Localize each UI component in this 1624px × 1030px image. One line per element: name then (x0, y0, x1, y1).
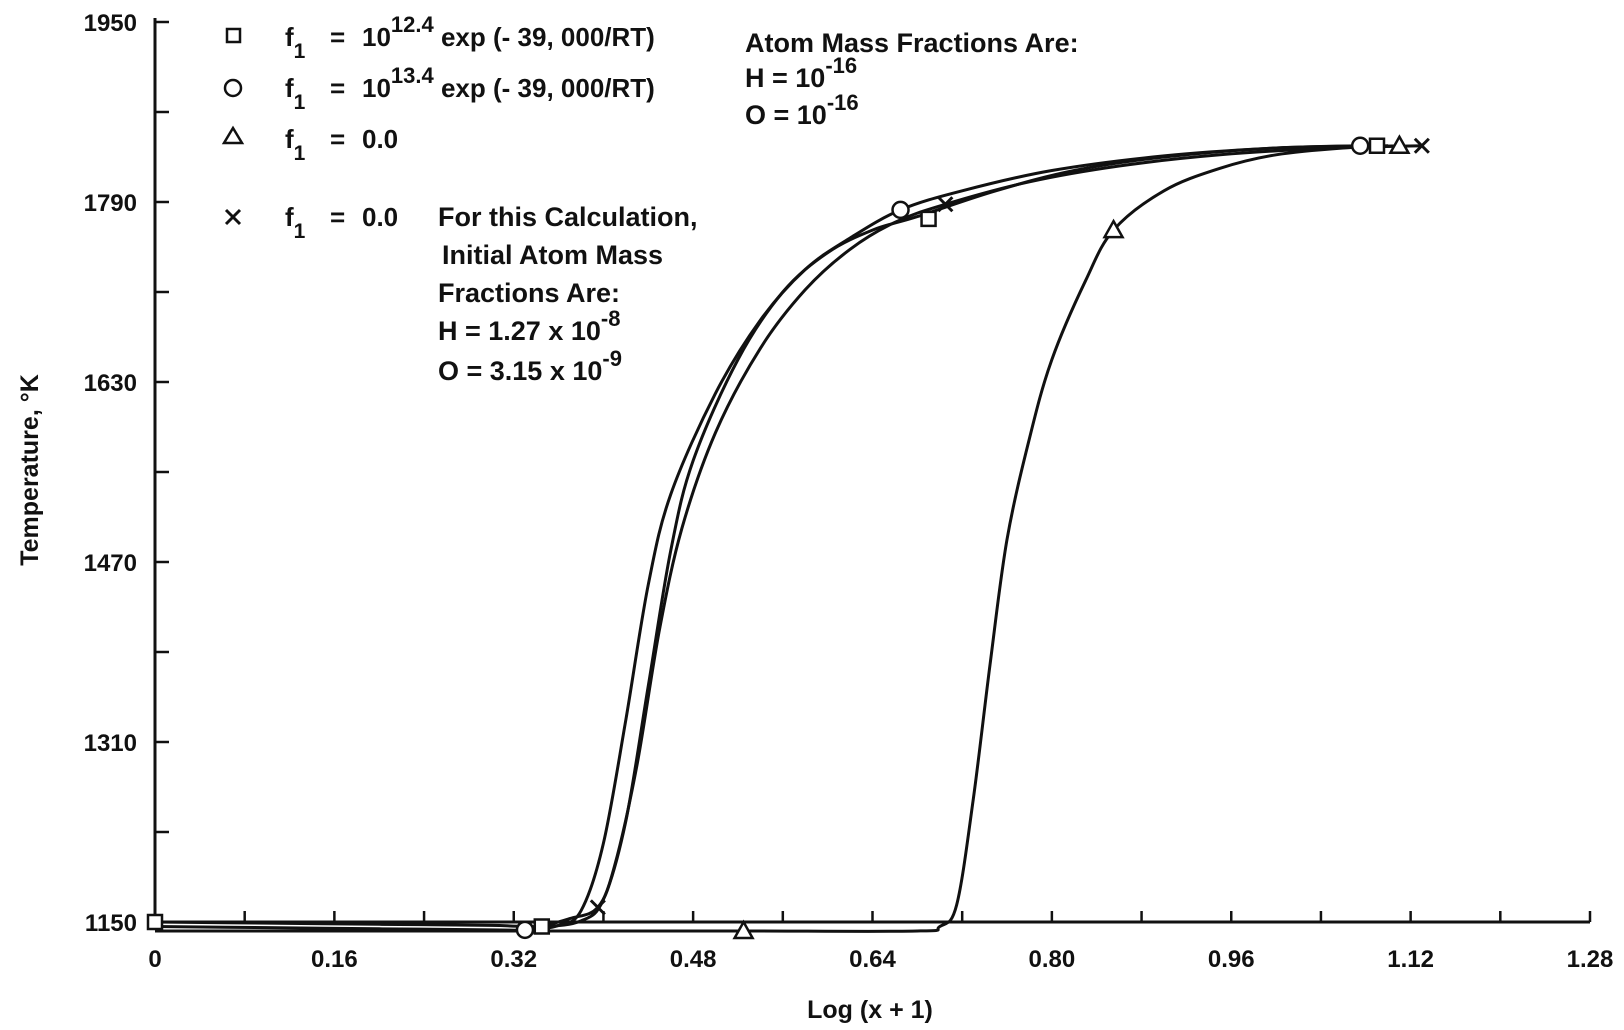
legend-tail: 0.0 (362, 124, 398, 154)
svg-text:f1=0.0: f1 = 0.0 (285, 124, 398, 165)
note-calc-o: O = 3.15 x 10-9 (438, 346, 622, 386)
legend: f1 = 1012.4 exp (- 39, 000/RT) f1 = 1013.4 e… (221, 12, 655, 243)
note-atom-o-exp: -16 (827, 90, 859, 115)
series-line-x (541, 144, 1422, 928)
legend-base: 10 (362, 73, 391, 103)
data-point-x-stroke (1413, 137, 1430, 154)
note-calc-line-3: Fractions Are: (438, 278, 620, 308)
legend-x-marker (224, 208, 242, 226)
note-atom-title: Atom Mass Fractions Are: (745, 28, 1079, 58)
legend-square-marker (225, 27, 242, 44)
data-point-square (146, 913, 164, 931)
note-calc-line-2: Initial Atom Mass (442, 240, 663, 270)
legend-entry-triangle: f1 = 0.0 (221, 124, 398, 165)
legend-sub: 1 (294, 142, 306, 165)
y-tick-label: 1310 (84, 730, 137, 757)
note-atom-h-label: H = 10 (745, 63, 825, 93)
data-point-x (937, 196, 954, 213)
legend-eq: = (330, 22, 345, 52)
legend-prefix: f (285, 124, 294, 154)
note-atom-h-exp: -16 (825, 53, 857, 78)
note-calculation: For this Calculation, Initial Atom Mass … (438, 202, 698, 386)
note-calc-h-label: H = 1.27 x 10 (438, 316, 601, 346)
x-tick-label: 0.64 (849, 946, 896, 973)
series-line-triangle (155, 144, 1400, 933)
note-calc-line-1: For this Calculation, (438, 202, 698, 232)
y-tick-label: 1950 (84, 10, 137, 37)
legend-prefix: f (285, 22, 294, 52)
note-atom-fractions: Atom Mass Fractions Are: H = 10-16 O = 1… (745, 28, 1079, 130)
legend-prefix: f (285, 73, 294, 103)
legend-eq: = (330, 124, 345, 154)
data-point-triangle (1388, 134, 1411, 154)
y-tick-label: 1150 (85, 910, 137, 937)
legend-sub: 1 (294, 40, 306, 63)
y-tick-label: 1790 (84, 190, 137, 217)
note-atom-h: H = 10-16 (745, 53, 857, 93)
data-point-square (533, 918, 551, 935)
legend-entry-square: f1 = 1012.4 exp (- 39, 000/RT) (225, 12, 655, 63)
data-point-x-stroke (937, 196, 954, 213)
y-tick-label: 1630 (84, 370, 137, 397)
legend-entry-circle: f1 = 1013.4 exp (- 39, 000/RT) (223, 63, 655, 114)
note-atom-o-label: O = 10 (745, 100, 827, 130)
note-calc-h-exp: -8 (601, 306, 621, 331)
legend-sub: 1 (294, 220, 306, 243)
data-point-circle (891, 200, 910, 220)
data-point-x (589, 899, 606, 916)
legend-tail: 0.0 (362, 202, 398, 232)
tick-labels: 0 0.16 0.32 0.48 0.64 0.80 0.96 1.12 1.28 1150 131… (84, 10, 1614, 973)
data-point-x-stroke (589, 899, 606, 916)
svg-text:f1=1012.4 exp (- 39, 000/RT): f1 = 1012.4 exp (- 39, 000/RT) (285, 12, 655, 63)
legend-entry-x: f1 = 0.0 (224, 202, 398, 243)
note-calc-o-exp: -9 (602, 346, 622, 371)
data-point-x (1413, 137, 1430, 154)
x-tick-label: 0.80 (1029, 946, 1076, 973)
y-axis-title: Temperature, °K (16, 374, 44, 566)
note-atom-o: O = 10-16 (745, 90, 859, 130)
series-line-square (154, 144, 1389, 929)
svg-text:f1=0.0: f1 = 0.0 (285, 202, 398, 243)
legend-base: 10 (362, 22, 391, 52)
data-point-square (920, 210, 937, 228)
note-calc-h: H = 1.27 x 10-8 (438, 306, 620, 346)
legend-triangle-marker (221, 125, 245, 145)
legend-exp: 12.4 (391, 12, 435, 37)
x-tick-label: 0.48 (670, 946, 717, 973)
data-point-square (1368, 137, 1386, 154)
data-point-circle (1350, 136, 1370, 155)
x-tick-label: 0.16 (311, 946, 358, 973)
x-tick-label: 1.28 (1567, 946, 1614, 973)
legend-prefix: f (285, 202, 294, 232)
markers (146, 134, 1430, 940)
x-axis-title: Log (x + 1) (807, 996, 933, 1024)
curves (154, 144, 1422, 933)
legend-eq: = (330, 202, 345, 232)
legend-sub: 1 (294, 91, 306, 114)
data-point-triangle (732, 919, 755, 940)
x-tick-label: 0.96 (1208, 946, 1255, 973)
x-tick-label: 0 (148, 946, 161, 973)
legend-eq: = (330, 73, 345, 103)
note-calc-o-label: O = 3.15 x 10 (438, 356, 602, 386)
data-point-circle (515, 920, 535, 940)
series-line-circle (154, 144, 1361, 932)
x-tick-label: 0.32 (490, 946, 537, 973)
data-point-triangle (1102, 218, 1125, 239)
legend-circle-marker (223, 78, 243, 98)
y-tick-label: 1470 (84, 550, 137, 577)
legend-exp: 13.4 (391, 63, 435, 88)
ticks (153, 20, 1592, 924)
legend-tail: exp (- 39, 000/RT) (434, 22, 655, 52)
x-tick-label: 1.12 (1387, 946, 1434, 973)
svg-text:f1=1013.4 exp (- 39, 000/RT): f1 = 1013.4 exp (- 39, 000/RT) (285, 63, 655, 114)
legend-tail: exp (- 39, 000/RT) (434, 73, 655, 103)
